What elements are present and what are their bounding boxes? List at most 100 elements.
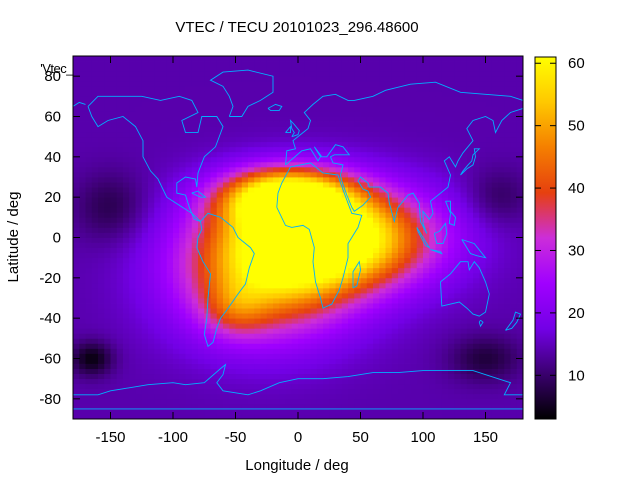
heatmap-cell bbox=[166, 141, 174, 148]
heatmap-cell bbox=[498, 378, 505, 385]
heatmap-cell bbox=[254, 111, 261, 117]
heatmap-cell bbox=[73, 217, 80, 223]
heatmap-cell bbox=[329, 318, 336, 324]
heatmap-cell bbox=[423, 171, 430, 178]
heatmap-cell bbox=[398, 182, 405, 188]
heatmap-cell bbox=[379, 81, 386, 87]
heatmap-cell bbox=[348, 388, 355, 395]
heatmap-cell bbox=[179, 182, 186, 188]
heatmap-cell bbox=[379, 192, 386, 198]
heatmap-cell bbox=[223, 106, 230, 112]
heatmap-cell bbox=[85, 338, 93, 344]
heatmap-cell bbox=[223, 151, 230, 158]
heatmap-cell bbox=[466, 227, 474, 233]
heatmap-cell bbox=[79, 338, 86, 344]
heatmap-cell bbox=[285, 323, 293, 329]
heatmap-cell bbox=[260, 313, 268, 319]
heatmap-cell bbox=[254, 303, 261, 309]
heatmap-cell bbox=[398, 217, 405, 223]
heatmap-cell bbox=[454, 277, 461, 284]
heatmap-cell bbox=[485, 398, 493, 405]
heatmap-cell bbox=[229, 393, 236, 400]
heatmap-cell bbox=[423, 353, 430, 359]
heatmap-cell bbox=[229, 368, 236, 375]
heatmap-cell bbox=[98, 101, 105, 107]
heatmap-cell bbox=[123, 292, 130, 299]
heatmap-cell bbox=[498, 187, 505, 193]
heatmap-cell bbox=[141, 368, 149, 375]
heatmap-cell bbox=[273, 182, 280, 188]
heatmap-cell bbox=[298, 136, 305, 143]
heatmap-cell bbox=[191, 333, 199, 339]
heatmap-cell bbox=[166, 403, 174, 410]
heatmap-cell bbox=[398, 91, 405, 97]
heatmap-cell bbox=[335, 111, 343, 117]
heatmap-cell bbox=[410, 136, 418, 143]
heatmap-cell bbox=[273, 292, 280, 299]
heatmap-cell bbox=[354, 333, 361, 339]
heatmap-cell bbox=[429, 272, 436, 279]
heatmap-cell bbox=[310, 222, 318, 228]
heatmap-cell bbox=[179, 313, 186, 319]
heatmap-cell bbox=[254, 171, 261, 178]
heatmap-cell bbox=[273, 318, 280, 324]
heatmap-cell bbox=[154, 71, 161, 77]
heatmap-cell bbox=[510, 81, 518, 87]
heatmap-cell bbox=[498, 282, 505, 289]
heatmap-cell bbox=[204, 363, 211, 369]
heatmap-cell bbox=[335, 403, 343, 410]
heatmap-cell bbox=[491, 378, 499, 385]
heatmap-cell bbox=[241, 151, 249, 158]
heatmap-cell bbox=[91, 373, 99, 380]
heatmap-cell bbox=[110, 403, 118, 410]
heatmap-cell bbox=[216, 141, 224, 148]
heatmap-cell bbox=[491, 398, 499, 405]
heatmap-cell bbox=[166, 217, 174, 223]
heatmap-cell bbox=[429, 187, 436, 193]
heatmap-cell bbox=[423, 323, 430, 329]
heatmap-cell bbox=[491, 192, 499, 198]
heatmap-cell bbox=[279, 343, 286, 349]
heatmap-cell bbox=[473, 282, 480, 289]
heatmap-cell bbox=[479, 71, 486, 77]
heatmap-cell bbox=[423, 121, 430, 127]
heatmap-cell bbox=[366, 212, 374, 218]
heatmap-cell bbox=[254, 257, 261, 264]
heatmap-cell bbox=[191, 292, 199, 299]
heatmap-cell bbox=[173, 262, 180, 269]
heatmap-cell bbox=[85, 303, 93, 309]
heatmap-cell bbox=[241, 126, 249, 133]
heatmap-cell bbox=[185, 71, 193, 77]
heatmap-cell bbox=[285, 408, 293, 415]
heatmap-cell bbox=[310, 277, 318, 284]
heatmap-cell bbox=[473, 408, 480, 415]
heatmap-cell bbox=[423, 131, 430, 138]
heatmap-cell bbox=[360, 358, 368, 364]
heatmap-cell bbox=[304, 71, 311, 77]
heatmap-cell bbox=[360, 166, 368, 173]
heatmap-cell bbox=[166, 197, 174, 203]
heatmap-cell bbox=[454, 247, 461, 254]
heatmap-cell bbox=[254, 237, 261, 243]
heatmap-cell bbox=[329, 121, 336, 127]
heatmap-cell bbox=[448, 388, 455, 395]
heatmap-cell bbox=[416, 328, 424, 334]
heatmap-cell bbox=[179, 398, 186, 405]
heatmap-cell bbox=[291, 192, 299, 198]
heatmap-cell bbox=[173, 187, 180, 193]
heatmap-cell bbox=[510, 408, 518, 415]
heatmap-cell bbox=[485, 76, 493, 82]
heatmap-cell bbox=[366, 338, 374, 344]
heatmap-cell bbox=[204, 333, 211, 339]
heatmap-cell bbox=[391, 388, 399, 395]
heatmap-cell bbox=[516, 323, 524, 329]
heatmap-cell bbox=[391, 156, 399, 163]
heatmap-cell bbox=[323, 202, 330, 208]
heatmap-cell bbox=[135, 131, 143, 138]
heatmap-cell bbox=[191, 121, 199, 127]
heatmap-cell bbox=[454, 257, 461, 264]
heatmap-cell bbox=[135, 298, 143, 304]
heatmap-cell bbox=[185, 323, 193, 329]
heatmap-cell bbox=[129, 358, 136, 364]
heatmap-cell bbox=[223, 126, 230, 133]
